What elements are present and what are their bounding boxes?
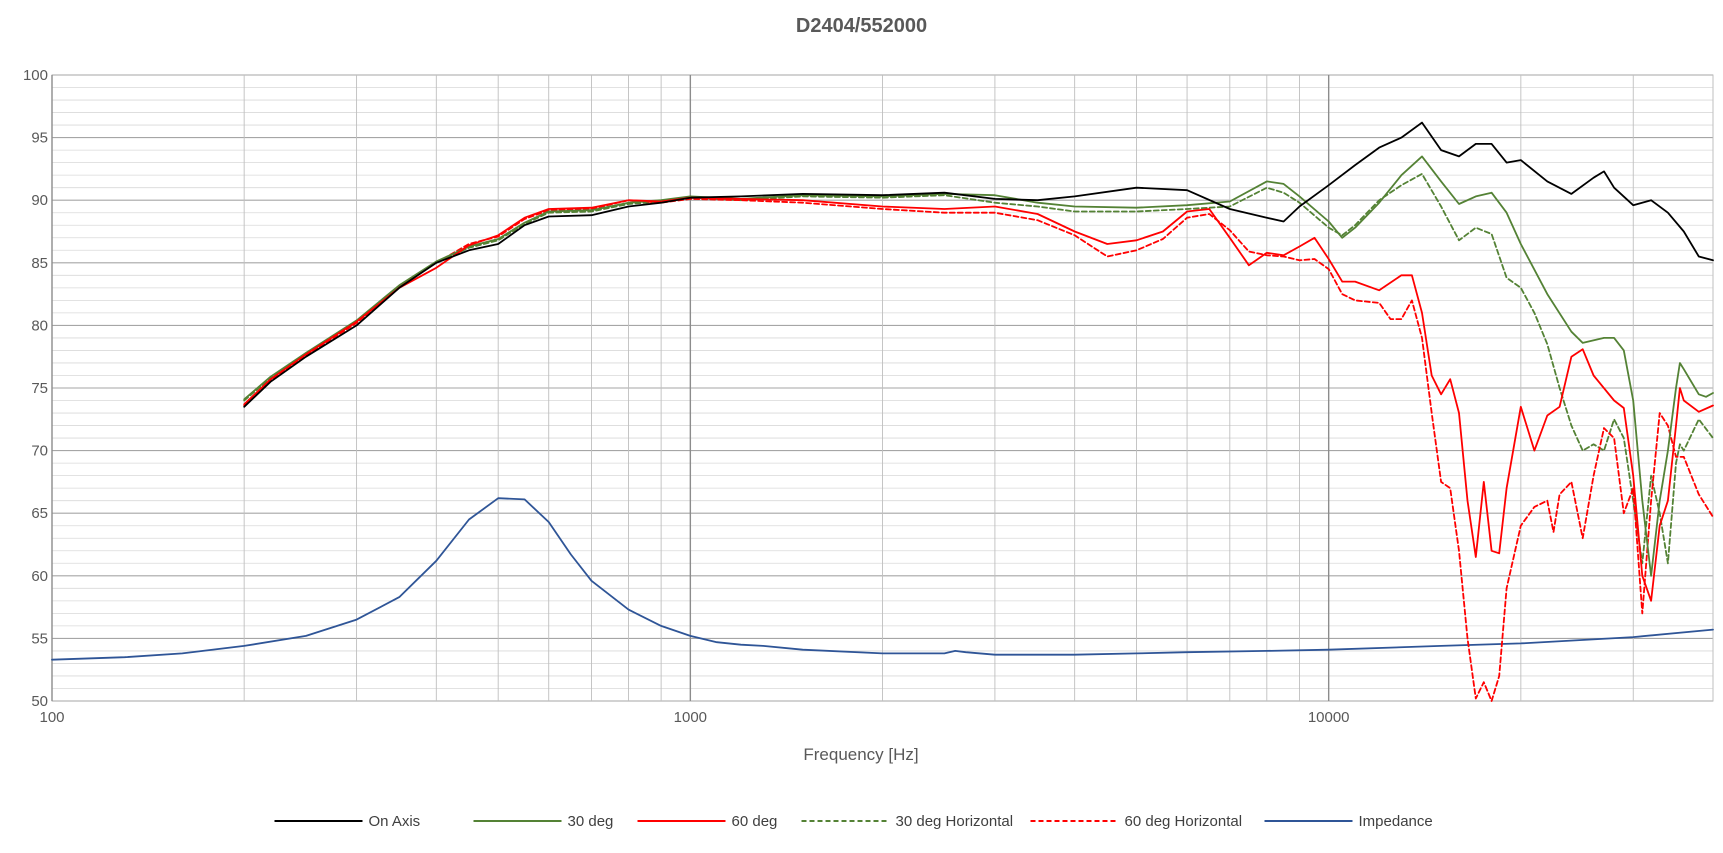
- y-tick-label: 95: [31, 130, 48, 147]
- y-tick-label: 75: [31, 380, 48, 397]
- x-tick-label: 1000: [674, 709, 707, 726]
- series-line-60-deg: [243, 196, 1714, 602]
- y-tick-label: 55: [31, 630, 48, 647]
- chart-title: D2404/552000: [796, 15, 927, 37]
- y-tick-label: 50: [31, 693, 48, 710]
- legend-label: 60 deg Horizontal: [1125, 813, 1243, 830]
- series-line-30-deg-horizontal: [243, 173, 1714, 565]
- legend: On Axis 30 deg 60 deg 30 deg Horizontal 60 d…: [274, 813, 1433, 830]
- legend-label: 60 deg: [732, 813, 778, 830]
- y-tick-label: 100: [23, 67, 48, 84]
- legend-label: 30 deg: [568, 813, 614, 830]
- x-tick-label: 100: [39, 709, 64, 726]
- series-line-impedance: [51, 497, 1714, 661]
- series-line-30-deg: [243, 155, 1714, 577]
- y-tick-label: 60: [31, 568, 48, 585]
- legend-label: Impedance: [1359, 813, 1433, 830]
- x-tick-label: 10000: [1308, 709, 1350, 726]
- y-tick-label: 90: [31, 192, 48, 209]
- grid-lines: [51, 74, 1714, 702]
- series-line-on-axis: [243, 121, 1714, 408]
- y-axis-tick-labels: 50 55 60 65 70 75 80 85 90 95 100: [23, 67, 48, 710]
- y-tick-label: 80: [31, 317, 48, 334]
- y-tick-label: 85: [31, 255, 48, 272]
- series-line-60-deg-horizontal: [243, 198, 1714, 702]
- legend-label: 30 deg Horizontal: [896, 813, 1014, 830]
- y-tick-label: 70: [31, 443, 48, 460]
- series-lines: [51, 121, 1714, 702]
- x-axis-tick-labels: 100 1000 10000: [39, 709, 1349, 726]
- x-axis-label: Frequency [Hz]: [803, 745, 918, 764]
- legend-label: On Axis: [369, 813, 421, 830]
- y-tick-label: 65: [31, 505, 48, 522]
